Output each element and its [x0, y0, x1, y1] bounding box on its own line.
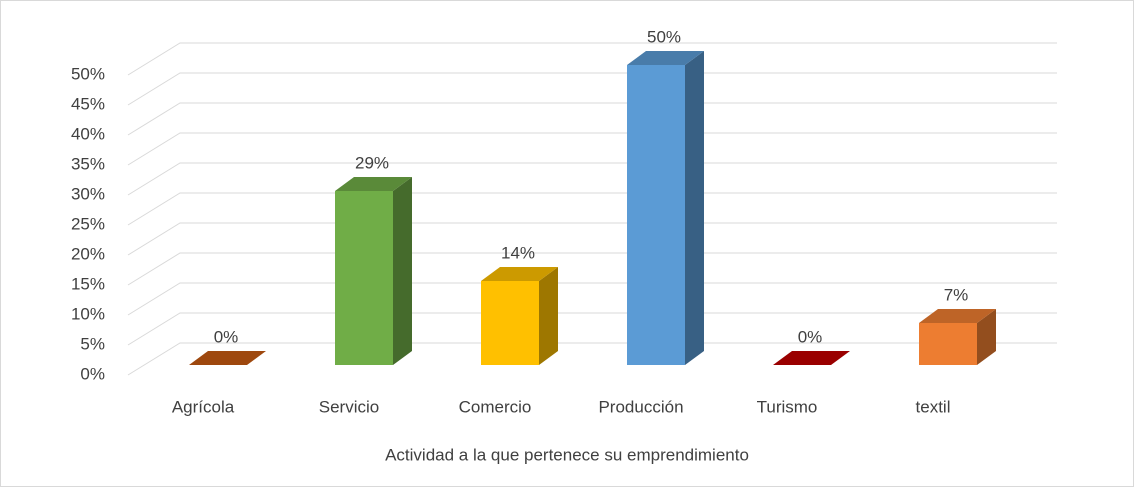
- bar-top: [627, 51, 704, 65]
- bar-side: [977, 309, 996, 365]
- bar-top: [919, 309, 996, 323]
- x-tick-label: Producción: [598, 397, 683, 416]
- value-label: 0%: [214, 327, 239, 346]
- y-tick-label: 10%: [71, 304, 105, 323]
- grid-line: [127, 342, 1057, 376]
- x-tick-label: Turismo: [757, 397, 818, 416]
- x-tick-label: Comercio: [459, 397, 532, 416]
- y-tick-label: 25%: [71, 214, 105, 233]
- x-axis-title: Actividad a la que pertenece su emprendi…: [385, 445, 749, 464]
- bar: [335, 177, 412, 365]
- bar: [627, 51, 704, 365]
- bar-front: [919, 323, 977, 365]
- x-tick-label: Agrícola: [172, 397, 235, 416]
- grid-line: [127, 282, 1057, 316]
- y-tick-label: 40%: [71, 124, 105, 143]
- bar-side: [685, 51, 704, 365]
- grid-line: [127, 162, 1057, 196]
- bar-top: [773, 351, 850, 365]
- grid-line: [127, 192, 1057, 226]
- bar: [773, 351, 850, 365]
- y-tick-label: 5%: [80, 334, 105, 353]
- bar-front: [627, 65, 685, 365]
- grid-line: [127, 252, 1057, 286]
- value-label: 14%: [501, 243, 535, 262]
- bar-top: [189, 351, 266, 365]
- y-tick-label: 50%: [71, 64, 105, 83]
- bar-side: [539, 267, 558, 365]
- y-tick-label: 30%: [71, 184, 105, 203]
- grid-line: [127, 132, 1057, 166]
- value-label: 50%: [647, 27, 681, 46]
- bar-top: [481, 267, 558, 281]
- bar-front: [481, 281, 539, 365]
- bar: [481, 267, 558, 365]
- bar-top: [335, 177, 412, 191]
- value-label: 29%: [355, 153, 389, 172]
- grid-line: [127, 72, 1057, 106]
- y-tick-label: 15%: [71, 274, 105, 293]
- y-tick-label: 45%: [71, 94, 105, 113]
- x-tick-label: textil: [916, 397, 951, 416]
- value-label: 7%: [944, 285, 969, 304]
- bar-side: [393, 177, 412, 365]
- value-label: 0%: [798, 327, 823, 346]
- y-tick-label: 0%: [80, 364, 105, 383]
- x-tick-label: Servicio: [319, 397, 379, 416]
- bar-front: [335, 191, 393, 365]
- y-tick-label: 20%: [71, 244, 105, 263]
- bar: [919, 309, 996, 365]
- grid-line: [127, 102, 1057, 136]
- bar: [189, 351, 266, 365]
- grid-line: [127, 42, 1057, 76]
- y-tick-label: 35%: [71, 154, 105, 173]
- grid-line: [127, 222, 1057, 256]
- grid-line: [127, 312, 1057, 346]
